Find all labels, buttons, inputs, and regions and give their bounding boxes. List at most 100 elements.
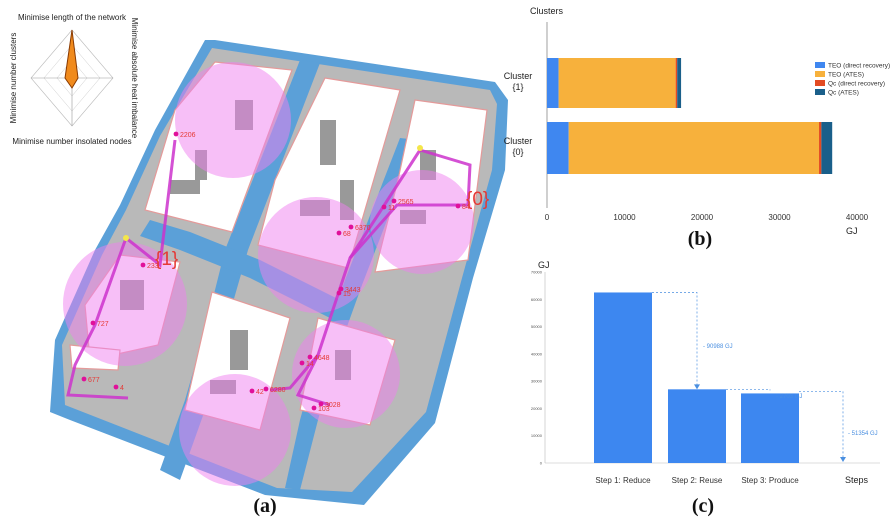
tick-label: 20000 xyxy=(691,213,714,222)
network-node xyxy=(381,204,387,210)
category-label: Step 2: Reuse xyxy=(672,476,723,485)
network-node xyxy=(263,386,269,392)
node-label: 103 xyxy=(318,406,330,413)
cluster-circles xyxy=(63,62,474,486)
network-node xyxy=(173,131,179,137)
cluster-label: {1} xyxy=(155,249,178,270)
network-node xyxy=(249,388,255,394)
node-label: 677 xyxy=(88,377,100,384)
source-node xyxy=(417,145,423,151)
chart-b-xlabel: GJ xyxy=(846,226,858,236)
cluster-label: {0} xyxy=(466,189,489,210)
tick-label: 0 xyxy=(545,213,550,222)
tick-label: 40000 xyxy=(531,351,543,356)
cluster-circle xyxy=(179,374,291,486)
tick-label: 30000 xyxy=(531,379,543,384)
bar-segment xyxy=(558,58,676,108)
node-label: 6280 xyxy=(270,387,286,394)
node-label: 233 xyxy=(147,263,159,270)
radar-axis-label: Minimise length of the network xyxy=(18,13,127,22)
chart-b-bars xyxy=(547,58,833,174)
network-node xyxy=(318,401,324,407)
node-label: 15 xyxy=(343,291,351,298)
category-label: Step 1: Reduce xyxy=(595,476,651,485)
tick-label: 70000 xyxy=(531,270,543,275)
legend-entry: TEO (direct recovery) xyxy=(828,63,890,70)
bar-segment xyxy=(677,58,682,108)
network-node xyxy=(311,405,317,411)
network-pipes xyxy=(66,139,472,407)
node-label: 2206 xyxy=(180,132,196,139)
bar xyxy=(594,292,652,463)
cluster-circle xyxy=(63,242,187,366)
arrow-head xyxy=(840,457,846,462)
tick-label: 10000 xyxy=(613,213,636,222)
connector-line xyxy=(726,388,771,391)
legend-entry: TEO (ATES) xyxy=(828,72,864,79)
tick-label: 60000 xyxy=(531,297,543,302)
network-node xyxy=(336,230,342,236)
legend-swatch xyxy=(815,62,825,68)
category-label: Cluster xyxy=(504,71,533,81)
bar-segment xyxy=(547,122,569,174)
bar-segment xyxy=(819,122,822,174)
tick-label: 10000 xyxy=(531,433,543,438)
annotation-label: - 2703 GJ xyxy=(776,394,802,400)
legend-entry: Qc (direct recovery) xyxy=(828,81,885,88)
chart-c-categories: Step 1: Reduce Step 2: Reuse Step 3: Produ… xyxy=(595,476,799,485)
network-node xyxy=(307,354,313,360)
network-node xyxy=(338,286,344,292)
network-node xyxy=(140,262,146,268)
category-label: {0} xyxy=(512,147,523,157)
chart-c-annotations: - 90988 GJ - 2703 GJ - 51354 GJ xyxy=(652,292,878,462)
legend-entry: Qc (ATES) xyxy=(828,90,859,97)
legend-swatch xyxy=(815,80,825,86)
caption-a: (a) xyxy=(253,495,276,517)
chart-b-title: Clusters xyxy=(530,6,564,16)
legend-swatch xyxy=(815,71,825,77)
node-label: 3028 xyxy=(325,402,341,409)
network-node xyxy=(336,290,342,296)
tick-label: 20000 xyxy=(531,406,543,411)
node-label: 11 xyxy=(388,205,395,212)
chart-b: Clusters Cluster{1}Cluster{0} 0 10000 2000… xyxy=(504,6,890,236)
legend-swatch xyxy=(815,89,825,95)
node-label: 2565 xyxy=(398,199,414,206)
node-label: 4648 xyxy=(314,355,330,362)
tick-label: 0 xyxy=(540,461,543,466)
chart-c-ylabel: GJ xyxy=(538,260,550,270)
node-label: 3443 xyxy=(345,287,361,294)
arrow-head xyxy=(694,384,700,390)
bar-segment xyxy=(821,122,833,174)
chart-c-xlabel: Steps xyxy=(845,475,869,485)
node-labels: 2206 2565 6370 3443 4648 6280 3028 727 677 233 11 6… xyxy=(81,131,470,413)
bar xyxy=(741,393,799,463)
node-label: 14 xyxy=(306,361,314,368)
radar-shape xyxy=(64,29,79,89)
node-label: 68 xyxy=(343,231,351,238)
cluster-circle xyxy=(258,197,374,313)
bar xyxy=(668,389,726,463)
network-node xyxy=(348,224,354,230)
node-label: 6370 xyxy=(355,225,371,232)
map-panel: 2206 2565 6370 3443 4648 6280 3028 727 677 233 11 6… xyxy=(9,13,508,505)
chart-b-categories: Cluster{1}Cluster{0} xyxy=(504,71,533,157)
tick-label: 40000 xyxy=(846,213,869,222)
chart-c-ticks: 0 10000 20000 30000 40000 50000 60000 70000 xyxy=(531,270,543,466)
cluster-circle xyxy=(370,170,474,274)
node-label: 84 xyxy=(462,204,470,211)
cluster-circle xyxy=(175,62,291,178)
network-node xyxy=(299,360,305,366)
network-node xyxy=(391,198,397,204)
category-label: Step 3: Produce xyxy=(741,476,799,485)
network-node xyxy=(90,320,96,326)
tick-label: 50000 xyxy=(531,324,543,329)
chart-c: GJ 010000200003000040000500006000070000 … xyxy=(531,260,880,485)
bar-segment xyxy=(547,58,559,108)
annotation-label: - 51354 GJ xyxy=(848,431,878,437)
tick-label: 30000 xyxy=(768,213,791,222)
connector-line xyxy=(799,390,844,461)
source-node xyxy=(123,235,129,241)
radar-axis-label: Minimise absolute heat imbalance xyxy=(130,18,139,139)
